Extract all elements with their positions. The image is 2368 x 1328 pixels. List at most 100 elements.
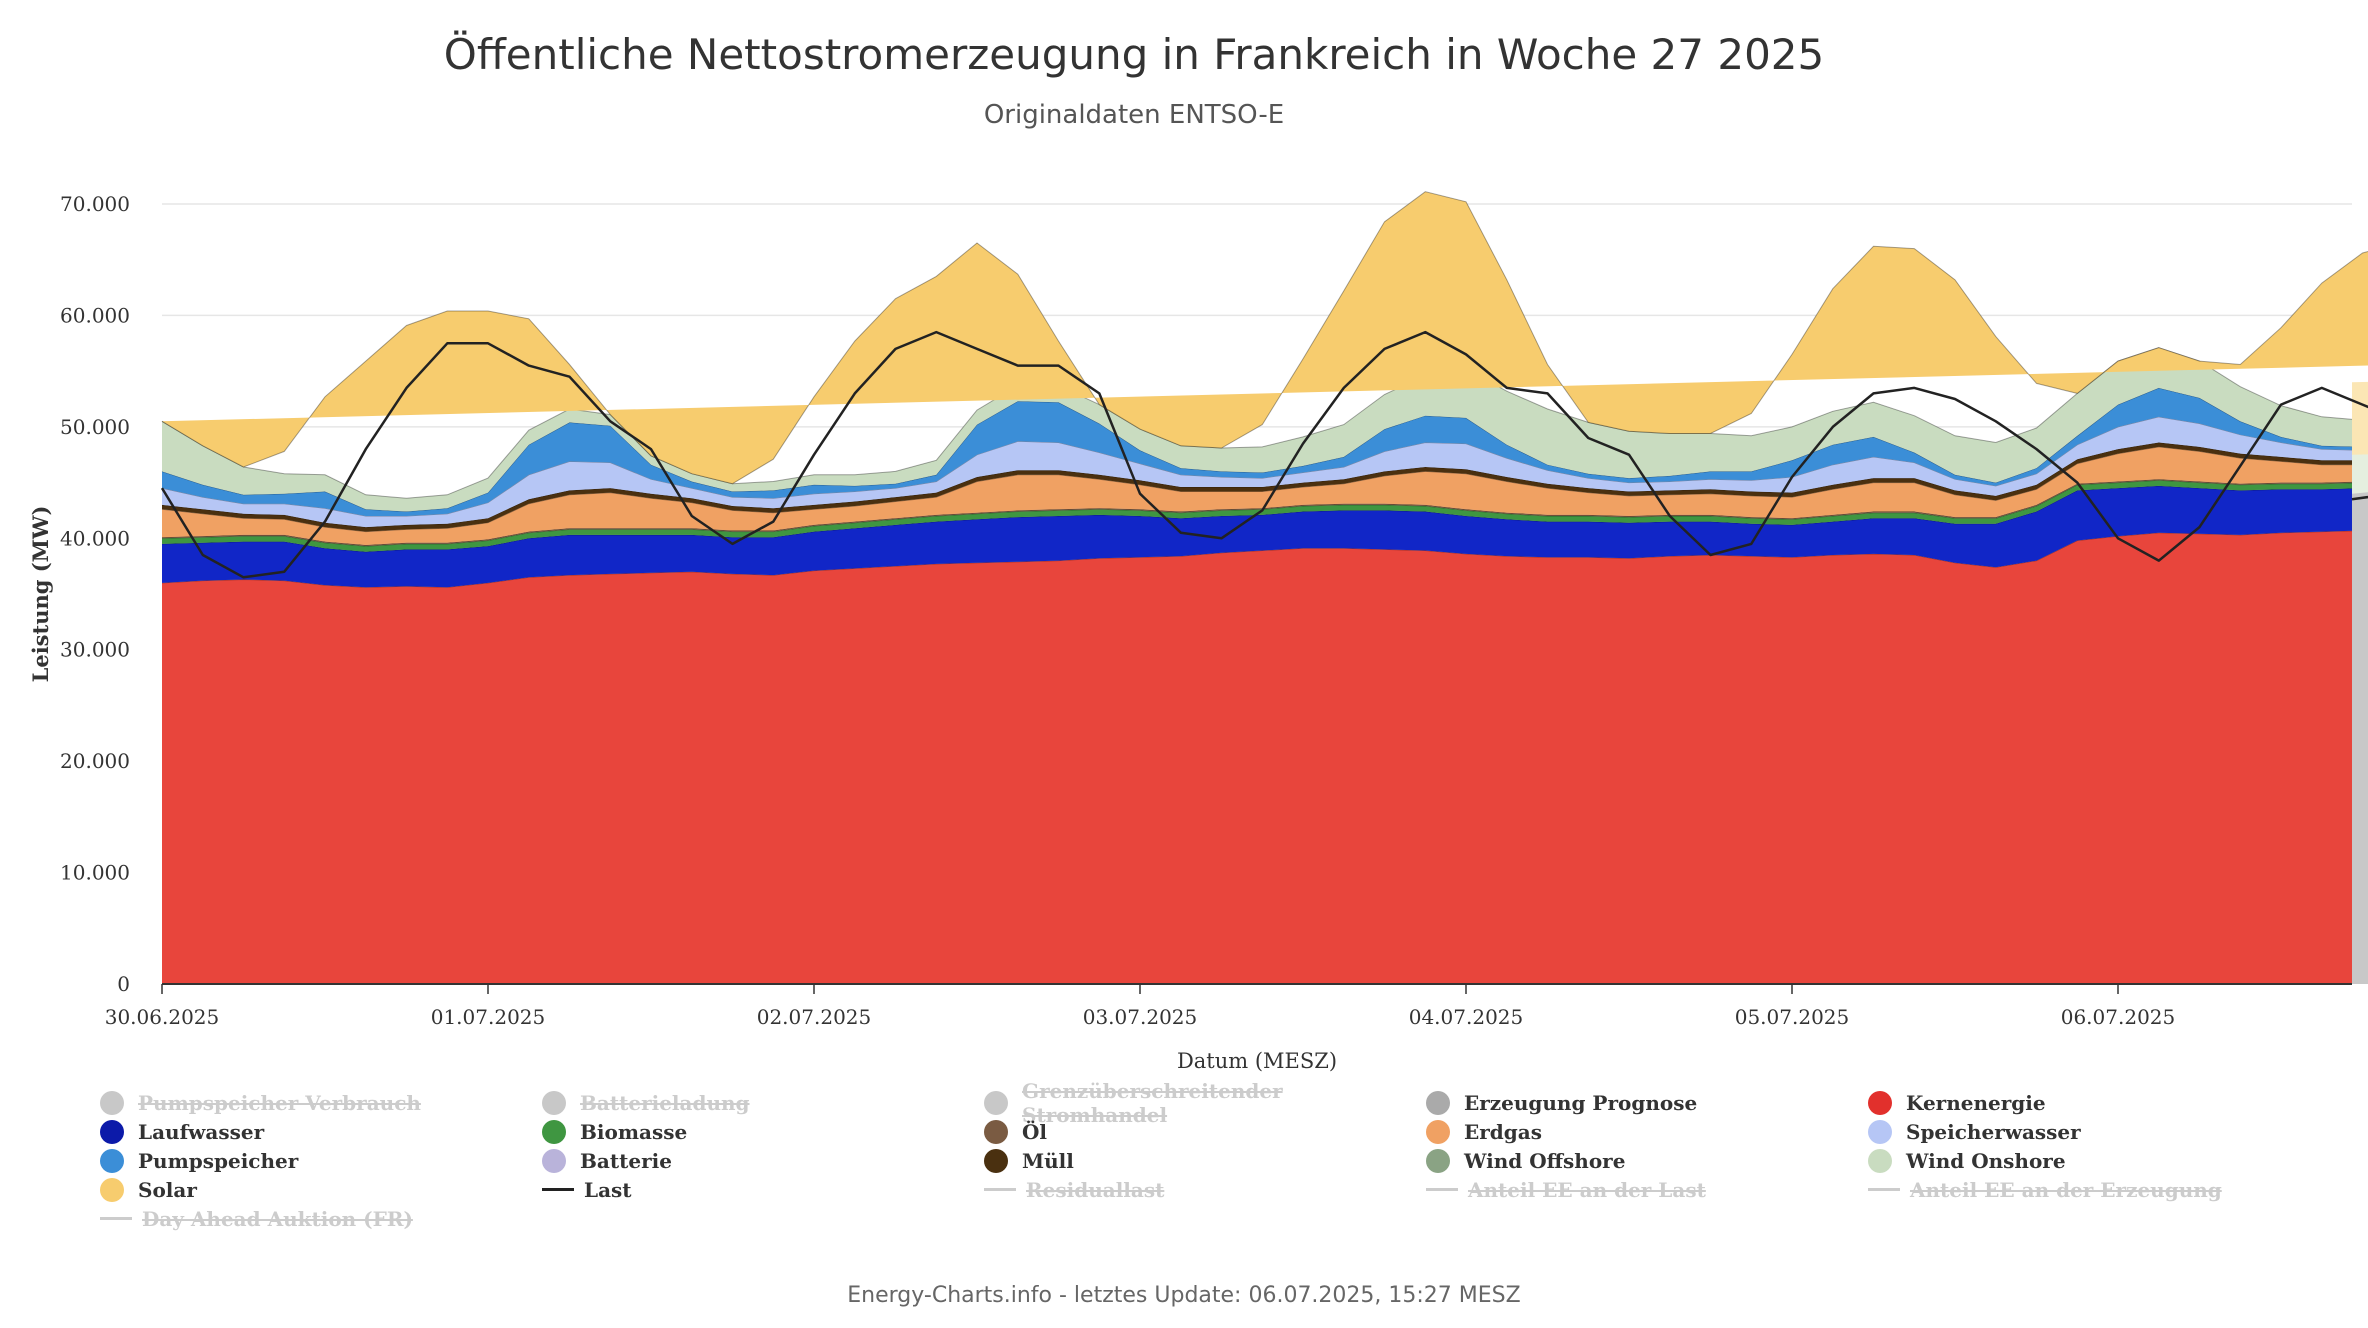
legend-circle-symbol xyxy=(1426,1148,1450,1173)
legend-circle-symbol xyxy=(100,1148,124,1173)
legend-item-erzeugung-prognose[interactable]: Erzeugung Prognose xyxy=(1426,1090,1868,1115)
y-axis-title: Leistung (MW) xyxy=(28,506,53,683)
legend-label: Batterieladung xyxy=(580,1090,750,1115)
forecast-generation-area xyxy=(2352,492,2368,984)
legend-item-müll[interactable]: Müll xyxy=(984,1148,1426,1173)
legend-item-grenzüberschreitender-stromhandel[interactable]: Grenzüberschreitender Stromhandel xyxy=(984,1079,1426,1127)
legend-line-symbol xyxy=(1426,1188,1458,1191)
legend-label: Erzeugung Prognose xyxy=(1464,1090,1698,1115)
legend-circle-symbol xyxy=(542,1090,566,1115)
legend-item-residuallast[interactable]: Residuallast xyxy=(984,1177,1426,1202)
legend-circle-symbol xyxy=(542,1119,566,1144)
area-speicherwasser xyxy=(162,416,2368,528)
legend-line-symbol xyxy=(542,1188,574,1191)
legend-circle-symbol xyxy=(984,1090,1008,1115)
legend-item-last[interactable]: Last xyxy=(542,1177,984,1202)
x-tick-label: 30.06.2025 xyxy=(105,1005,220,1029)
area-solar xyxy=(162,191,2368,484)
area-müll xyxy=(162,442,2368,532)
prognose-area xyxy=(2352,381,2368,984)
area-solar-edge xyxy=(161,191,2368,485)
legend: Pumpspeicher Verbrauch Batterieladung Gren… xyxy=(100,1079,2330,1231)
legend-circle-symbol xyxy=(100,1090,124,1115)
legend-item-kernenergie[interactable]: Kernenergie xyxy=(1868,1090,2310,1115)
y-tick-label: 70.000 xyxy=(60,192,130,216)
legend-label: Pumpspeicher xyxy=(138,1148,299,1173)
legend-item-erdgas[interactable]: Erdgas xyxy=(1426,1119,1868,1144)
area-erdgas xyxy=(162,446,2368,545)
x-tick-label: 04.07.2025 xyxy=(1409,1005,1524,1029)
x-tick-label: 05.07.2025 xyxy=(1735,1005,1850,1029)
load-line-group xyxy=(160,330,2368,579)
legend-item-batterie[interactable]: Batterie xyxy=(542,1148,984,1173)
legend-label: Wind Onshore xyxy=(1906,1148,2066,1173)
area-biomasse xyxy=(162,480,2368,552)
legend-circle-symbol xyxy=(1868,1119,1892,1144)
legend-circle-symbol xyxy=(542,1148,566,1173)
area-laufwasser-edge xyxy=(161,485,2368,553)
area-pumpspeicher xyxy=(162,387,2368,516)
legend-item-anteil-ee-an-der-last[interactable]: Anteil EE an der Last xyxy=(1426,1177,1868,1202)
legend-circle-symbol xyxy=(1868,1148,1892,1173)
legend-item-wind-offshore[interactable]: Wind Offshore xyxy=(1426,1148,1868,1173)
legend-item-pumpspeicher-verbrauch[interactable]: Pumpspeicher Verbrauch xyxy=(100,1090,542,1115)
area-erdgas-edge xyxy=(161,446,2368,533)
legend-circle-symbol xyxy=(1426,1119,1450,1144)
area-müll-edge xyxy=(161,441,2368,528)
legend-circle-symbol xyxy=(1868,1090,1892,1115)
x-tick-label: 01.07.2025 xyxy=(431,1005,546,1029)
legend-item-wind-onshore[interactable]: Wind Onshore xyxy=(1868,1148,2310,1173)
legend-label: Kernenergie xyxy=(1906,1090,2046,1115)
legend-label: Müll xyxy=(1022,1148,1074,1173)
credits[interactable]: Energy-Charts.info - letztes Update: 06.… xyxy=(847,1283,1521,1308)
legend-circle-symbol xyxy=(1426,1090,1450,1115)
x-tick-label: 06.07.2025 xyxy=(2061,1005,2176,1029)
stacked-areas xyxy=(161,191,2368,984)
area-laufwasser xyxy=(162,485,2368,588)
legend-item-solar[interactable]: Solar xyxy=(100,1177,542,1202)
legend-label: Batterie xyxy=(580,1148,672,1173)
legend-circle-symbol xyxy=(984,1148,1008,1173)
x-axis-title: Datum (MESZ) xyxy=(1177,1049,1337,1073)
y-tick-label: 50.000 xyxy=(60,415,130,439)
legend-item-biomasse[interactable]: Biomasse xyxy=(542,1119,984,1144)
x-tick-label: 03.07.2025 xyxy=(1083,1005,1198,1029)
legend-circle-symbol xyxy=(100,1177,124,1202)
legend-label: Wind Offshore xyxy=(1464,1148,1626,1173)
chart-plot: 0 10.000 20.000 30.000 40.000 50.000 60.000 70.… xyxy=(28,191,2368,1073)
legend-label: Residuallast xyxy=(1026,1177,1165,1202)
area-kernenergie xyxy=(162,530,2368,984)
legend-label: Last xyxy=(584,1177,632,1202)
y-tick-label: 0 xyxy=(117,972,130,996)
legend-label: Erdgas xyxy=(1464,1119,1542,1144)
area-öl-edge xyxy=(161,478,2368,546)
y-tick-label: 60.000 xyxy=(60,303,130,327)
y-tick-label: 40.000 xyxy=(60,526,130,550)
legend-line-symbol xyxy=(100,1217,132,1220)
legend-label: Pumpspeicher Verbrauch xyxy=(138,1090,421,1115)
legend-item-öl[interactable]: Öl xyxy=(984,1119,1426,1144)
axes: 0 10.000 20.000 30.000 40.000 50.000 60.000 70.… xyxy=(28,192,2352,1073)
y-tick-label: 20.000 xyxy=(60,749,130,773)
legend-item-laufwasser[interactable]: Laufwasser xyxy=(100,1119,542,1144)
legend-label: Solar xyxy=(138,1177,197,1202)
legend-circle-symbol xyxy=(984,1119,1008,1144)
legend-label: Biomasse xyxy=(580,1119,688,1144)
legend-label: Anteil EE an der Last xyxy=(1468,1177,1706,1202)
legend-item-speicherwasser[interactable]: Speicherwasser xyxy=(1868,1119,2310,1144)
legend-item-day-ahead-auktion-fr-[interactable]: Day Ahead Auktion (FR) xyxy=(100,1206,542,1231)
chart-title: Öffentliche Nettostromerzeugung in Frank… xyxy=(443,30,1825,79)
legend-label: Öl xyxy=(1022,1119,1048,1144)
legend-label: Day Ahead Auktion (FR) xyxy=(142,1206,413,1231)
legend-item-batterieladung[interactable]: Batterieladung xyxy=(542,1090,984,1115)
legend-item-pumpspeicher[interactable]: Pumpspeicher xyxy=(100,1148,542,1173)
legend-label: Anteil EE an der Erzeugung xyxy=(1910,1177,2222,1202)
legend-line-symbol xyxy=(984,1188,1016,1191)
legend-label: Speicherwasser xyxy=(1906,1119,2081,1144)
legend-line-symbol xyxy=(1868,1188,1900,1191)
load-line xyxy=(160,330,2368,579)
legend-circle-symbol xyxy=(100,1119,124,1144)
legend-label: Grenzüberschreitender Stromhandel xyxy=(1022,1078,1283,1127)
legend-item-anteil-ee-an-der-erzeugung[interactable]: Anteil EE an der Erzeugung xyxy=(1868,1177,2310,1202)
y-tick-label: 10.000 xyxy=(60,861,130,885)
